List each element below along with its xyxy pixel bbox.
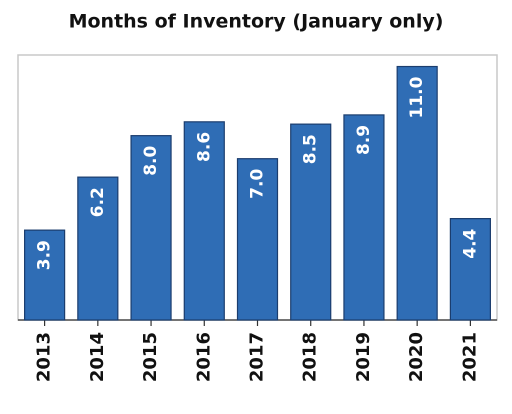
x-tick-label: 2019 xyxy=(353,332,374,382)
x-tick-label: 2014 xyxy=(87,332,108,382)
bar xyxy=(290,123,332,321)
bar xyxy=(77,176,119,321)
x-tick-label: 2017 xyxy=(247,332,268,382)
x-tick-label: 2020 xyxy=(406,332,427,382)
value-label: 8.9 xyxy=(354,125,374,155)
value-label: 6.2 xyxy=(88,187,108,217)
chart-title: Months of Inventory (January only) xyxy=(69,11,444,33)
value-label: 7.0 xyxy=(248,169,268,199)
bar xyxy=(24,229,66,321)
x-tick-label: 2018 xyxy=(300,332,321,382)
x-tick-label: 2013 xyxy=(34,332,55,382)
bar xyxy=(449,218,491,321)
x-tick-label: 2016 xyxy=(193,332,214,382)
value-label: 8.6 xyxy=(194,132,214,162)
value-label: 4.4 xyxy=(460,228,480,258)
value-label: 8.0 xyxy=(141,145,161,175)
value-label: 11.0 xyxy=(407,76,427,118)
value-label: 8.5 xyxy=(301,134,321,164)
x-tick-label: 2015 xyxy=(140,332,161,382)
bar xyxy=(396,65,438,321)
bar xyxy=(343,114,385,321)
bar xyxy=(130,135,172,321)
bar xyxy=(183,121,225,321)
x-tick-label: 2021 xyxy=(459,332,480,382)
value-label: 3.9 xyxy=(35,240,55,270)
bar xyxy=(236,158,279,321)
